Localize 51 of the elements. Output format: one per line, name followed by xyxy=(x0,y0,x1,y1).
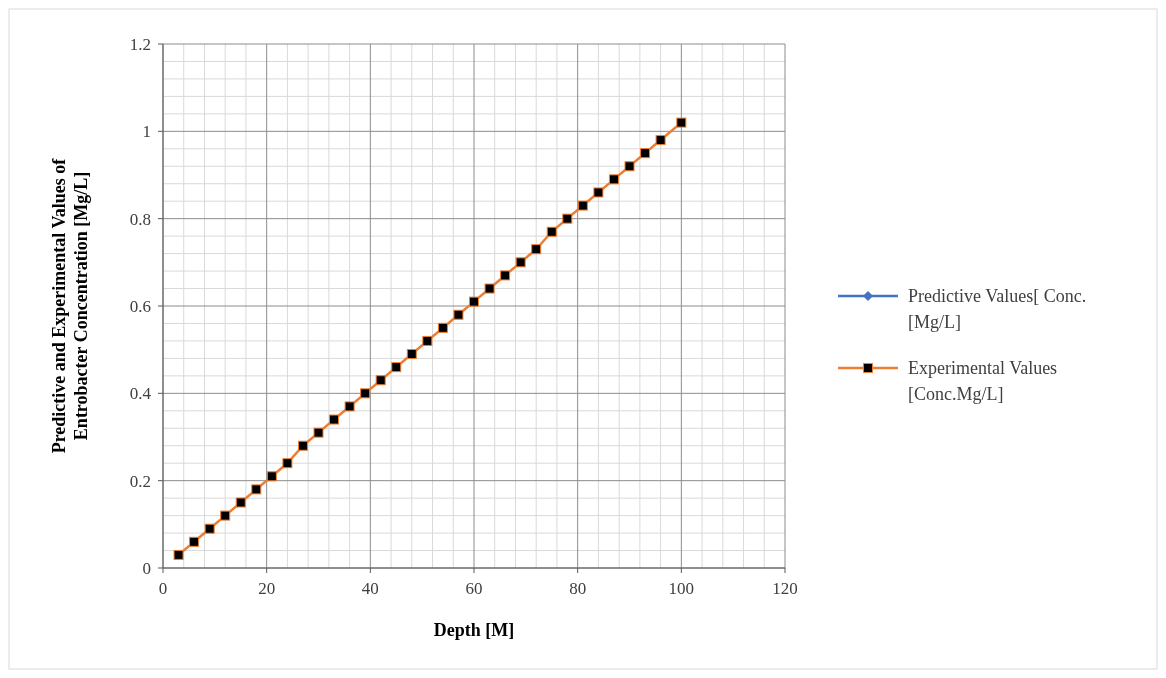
y-axis-title: Predictive and Experimental Values of Entrobacter Concentration [Mg/L] xyxy=(49,157,91,454)
point xyxy=(608,174,619,185)
y-tick-label: 0 xyxy=(142,559,151,578)
x-tick-label: 40 xyxy=(361,579,379,598)
point xyxy=(546,226,557,237)
legend-label: Predictive Values[ Conc. [Mg/L] xyxy=(908,286,1087,332)
point xyxy=(220,510,231,521)
x-tick-label: 80 xyxy=(569,579,587,598)
y-tick-label: 0.2 xyxy=(129,471,151,491)
y-tick-label: 1.2 xyxy=(129,35,151,54)
x-tick-label: 100 xyxy=(668,579,695,598)
x-tick-label: 20 xyxy=(258,579,276,598)
x-tick-label: 0 xyxy=(158,579,168,598)
point xyxy=(593,187,604,198)
point xyxy=(469,296,479,307)
point xyxy=(531,244,542,255)
point xyxy=(562,213,573,224)
point xyxy=(204,523,215,534)
point xyxy=(360,388,371,399)
point xyxy=(515,257,526,268)
x-tick-label: 120 xyxy=(772,579,798,598)
point xyxy=(422,335,433,346)
point xyxy=(282,458,293,469)
point xyxy=(406,349,417,360)
y-tick-label: 1 xyxy=(142,122,151,142)
y-tick-label: 0.8 xyxy=(129,209,151,229)
y-tick-label: 0.6 xyxy=(129,297,151,316)
point xyxy=(500,270,511,281)
point xyxy=(391,362,402,373)
point xyxy=(297,440,308,451)
point xyxy=(624,161,635,172)
x-tick-label: 60 xyxy=(465,579,483,598)
point xyxy=(676,117,687,128)
point xyxy=(437,322,448,333)
point xyxy=(453,309,464,320)
point xyxy=(313,427,324,438)
point xyxy=(655,135,666,146)
y-tick-label: 0.4 xyxy=(129,384,152,404)
x-axis-title: Depth [M] xyxy=(433,620,515,640)
point xyxy=(329,414,340,425)
point xyxy=(173,549,184,560)
point xyxy=(577,200,588,211)
point xyxy=(189,536,200,547)
point xyxy=(266,471,277,482)
point xyxy=(344,401,355,412)
point xyxy=(375,375,386,386)
point xyxy=(235,497,246,508)
legend-label: Experimental Values [Conc.Mg/L] xyxy=(908,358,1058,404)
point xyxy=(640,148,651,159)
point xyxy=(484,283,495,294)
point xyxy=(251,484,262,495)
